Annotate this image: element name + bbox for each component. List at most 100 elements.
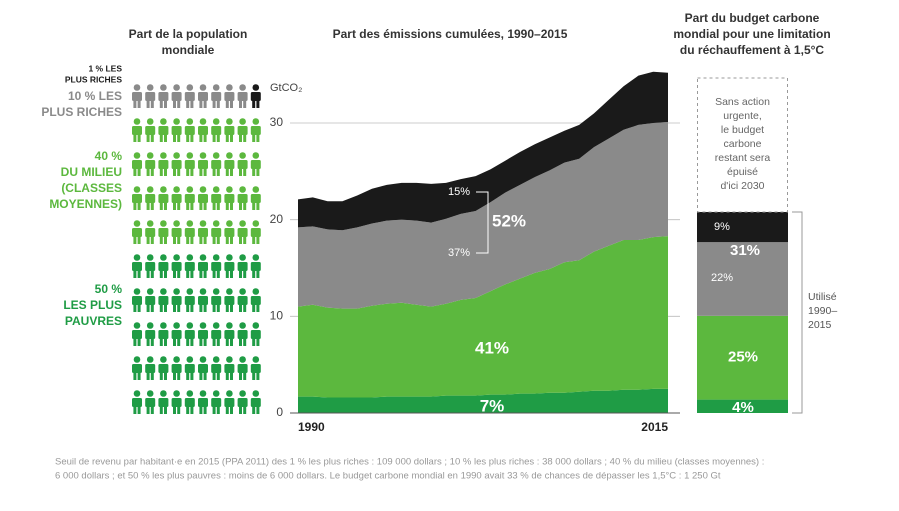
person-icon <box>237 322 248 346</box>
icon-head <box>252 220 260 227</box>
icon-head <box>146 118 154 125</box>
icon-body <box>198 398 208 407</box>
icon-head <box>239 118 246 125</box>
person-icon <box>158 186 169 210</box>
icon-head <box>160 152 167 159</box>
icon-leg <box>190 236 194 244</box>
person-icon <box>250 152 261 176</box>
x-tick-label: 2015 <box>641 420 668 434</box>
icon-leg <box>203 134 207 142</box>
icon-head <box>173 288 180 295</box>
icon-body <box>158 228 169 237</box>
icon-leg <box>212 202 216 210</box>
budget-label: 4% <box>732 399 754 416</box>
icon-body <box>198 126 208 135</box>
icon-body <box>211 160 222 169</box>
person-icon <box>158 322 169 346</box>
icon-leg <box>177 202 181 210</box>
icon-head <box>186 322 194 329</box>
icon-head <box>186 220 194 227</box>
icon-head <box>239 152 246 159</box>
icon-head <box>226 254 233 261</box>
icon-leg <box>133 304 137 312</box>
icon-body <box>250 330 261 339</box>
icon-head <box>199 152 207 159</box>
person-icon <box>132 254 142 278</box>
icon-leg <box>137 236 141 244</box>
icon-body <box>171 296 182 305</box>
budget-title: mondial pour une limitation <box>673 27 830 41</box>
icon-leg <box>186 134 190 142</box>
person-icon <box>132 152 142 176</box>
icon-leg <box>230 372 233 380</box>
icon-body <box>224 262 235 271</box>
person-icon <box>184 152 195 176</box>
icon-head <box>146 84 154 91</box>
icon-body <box>224 364 235 373</box>
icon-leg <box>216 134 220 142</box>
icon-leg <box>177 304 181 312</box>
icon-leg <box>256 168 260 176</box>
icon-leg <box>164 338 167 346</box>
person-icon <box>237 254 248 278</box>
icon-leg <box>239 236 242 244</box>
icon-leg <box>133 406 137 414</box>
icon-body <box>132 296 142 305</box>
person-icon <box>145 84 156 108</box>
person-icon <box>211 288 222 312</box>
icon-body <box>132 228 142 237</box>
icon-head <box>212 186 220 193</box>
icon-head <box>252 356 260 363</box>
icon-head <box>160 288 167 295</box>
icon-head <box>146 186 154 193</box>
icon-head <box>160 84 167 91</box>
icon-leg <box>190 304 194 312</box>
icon-head <box>226 84 233 91</box>
icon-leg <box>186 406 190 414</box>
icon-leg <box>216 304 220 312</box>
icon-leg <box>252 372 256 380</box>
icon-leg <box>173 338 176 346</box>
person-icon <box>250 118 261 142</box>
icon-leg <box>252 304 256 312</box>
icon-leg <box>203 372 207 380</box>
icon-body <box>184 262 195 271</box>
icon-body <box>224 296 235 305</box>
person-icon <box>224 356 235 380</box>
person-icon <box>198 118 208 142</box>
icon-leg <box>252 270 256 278</box>
icon-head <box>186 152 194 159</box>
icon-head <box>212 84 220 91</box>
group-label: PLUS RICHES <box>65 74 122 84</box>
icon-leg <box>133 134 137 142</box>
person-icon <box>198 186 208 210</box>
share-label: 15% <box>448 186 470 198</box>
note-text: carbone <box>724 138 762 150</box>
budget-segment <box>697 315 788 400</box>
icon-head <box>199 220 207 227</box>
icon-body <box>158 262 169 271</box>
icon-body <box>250 296 261 305</box>
icon-body <box>171 330 182 339</box>
person-icon <box>224 254 235 278</box>
icon-body <box>184 330 195 339</box>
icon-leg <box>230 168 233 176</box>
icon-leg <box>159 372 163 380</box>
icon-leg <box>164 270 167 278</box>
icon-body <box>171 194 182 203</box>
used-label: 2015 <box>808 319 832 331</box>
icon-leg <box>256 236 260 244</box>
icon-leg <box>137 100 141 108</box>
person-icon <box>211 84 222 108</box>
icon-leg <box>159 338 163 346</box>
icon-leg <box>173 134 176 142</box>
icon-head <box>252 288 260 295</box>
icon-leg <box>199 134 203 142</box>
icon-head <box>239 288 246 295</box>
area-layer <box>298 122 668 309</box>
icon-head <box>160 390 167 397</box>
icon-body <box>211 92 222 101</box>
icon-head <box>226 390 233 397</box>
icon-head <box>212 118 220 125</box>
